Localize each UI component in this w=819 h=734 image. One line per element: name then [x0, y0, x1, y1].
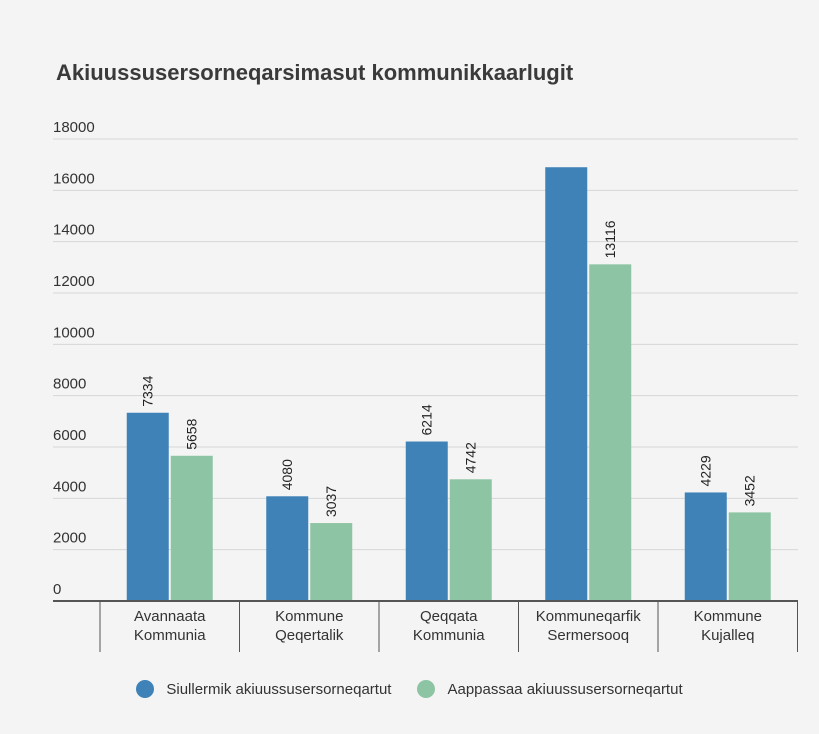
y-tick-label: 16000 — [53, 170, 95, 187]
chart-title: Akiuussusersorneqarsimasut kommunikkaarl… — [56, 60, 574, 85]
data-label: 13116 — [602, 220, 618, 258]
bar — [126, 412, 169, 601]
legend-swatch — [136, 680, 155, 698]
legend-label: Siullermik akiuussusersorneqartut — [166, 680, 392, 698]
y-tick-label: 14000 — [53, 222, 95, 239]
bar — [170, 455, 213, 601]
bar — [589, 264, 632, 601]
data-label: 4080 — [279, 459, 295, 490]
bar — [266, 496, 309, 601]
data-label: 3452 — [742, 475, 758, 506]
x-tick-label: Qeqqata Kommunia — [413, 608, 485, 644]
x-tick-label: Kommuneqarfik Sermersooq — [536, 608, 642, 644]
y-tick-label: 8000 — [53, 376, 86, 393]
bar — [545, 167, 588, 601]
y-tick-label: 12000 — [53, 273, 95, 290]
y-tick-label: 4000 — [53, 478, 86, 495]
bar — [684, 492, 727, 601]
legend-swatch — [417, 680, 436, 698]
x-tick-label: Kommune Qeqertalik — [275, 608, 344, 644]
y-tick-label: 2000 — [53, 530, 86, 547]
bar — [728, 512, 771, 601]
x-tick-label: Avannaata Kommunia — [134, 608, 206, 644]
legend-item: Aappassaa akiuussusersorneqartut — [417, 680, 683, 698]
data-label: 4742 — [463, 442, 479, 473]
data-label: 3037 — [323, 486, 339, 517]
bar — [310, 523, 353, 601]
data-label: 5658 — [184, 418, 200, 449]
data-label: 7334 — [140, 375, 156, 406]
y-tick-label: 6000 — [53, 427, 86, 444]
data-label: 6214 — [419, 404, 435, 435]
x-tick-label: Kommune Kujalleq — [694, 608, 762, 644]
bar — [405, 441, 448, 601]
y-tick-label: 0 — [53, 581, 61, 598]
data-label: 4229 — [698, 455, 714, 486]
bar — [449, 479, 492, 601]
y-tick-label: 10000 — [53, 324, 95, 341]
legend-label: Aappassaa akiuussusersorneqartut — [447, 680, 683, 698]
y-tick-label: 18000 — [53, 119, 95, 136]
chart-legend: Siullermik akiuussusersorneqartut Aappass… — [0, 680, 819, 698]
legend-item: Siullermik akiuussusersorneqartut — [136, 680, 391, 698]
